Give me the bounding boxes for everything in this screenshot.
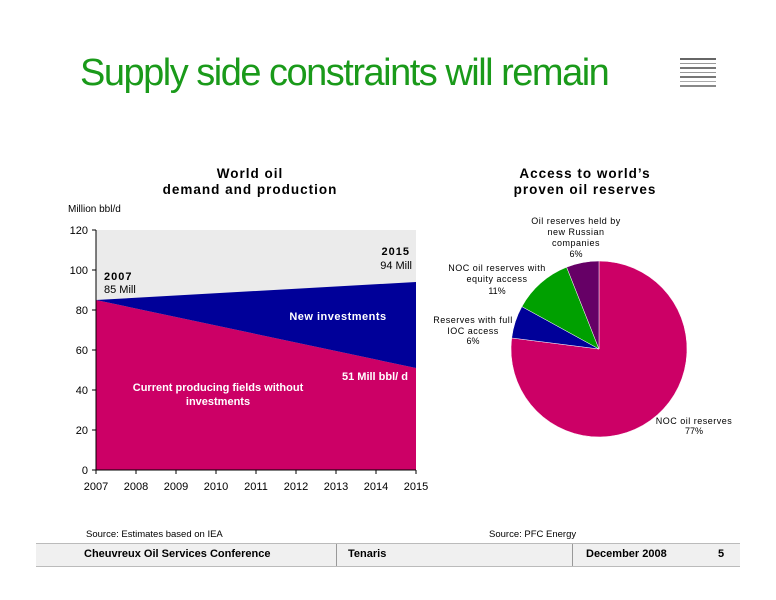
x-tick-label: 2011	[244, 481, 268, 493]
pie-label-0: NOC oil reserves	[656, 416, 733, 426]
new-investments-label: New investments	[289, 311, 386, 323]
x-tick-label: 2009	[164, 481, 188, 493]
x-tick-label: 2008	[124, 481, 148, 493]
footer-divider	[572, 544, 573, 566]
footer-divider	[336, 544, 337, 566]
y-tick-label: 100	[70, 265, 88, 277]
area-chart-title-line1: World oil	[216, 166, 284, 181]
x-tick-label: 2007	[84, 481, 108, 493]
x-tick-label: 2015	[404, 481, 428, 493]
pie-pct-label-0: 77%	[685, 426, 703, 436]
x-tick-label: 2010	[204, 481, 228, 493]
pie-label-line: new Russian	[547, 227, 604, 237]
start-year-label: 2007	[104, 271, 132, 283]
pie-label-line: Reserves with full	[433, 315, 513, 325]
y-tick-label: 60	[76, 345, 88, 357]
pie-label-line: NOC oil reserves	[656, 416, 733, 426]
y-tick-label: 40	[76, 385, 88, 397]
end-production-label: 51 Mill bbl/ d	[342, 371, 408, 383]
area-chart-title-line2: demand and production	[162, 182, 338, 197]
footer-company: Tenaris	[348, 548, 387, 560]
current-fields-label: Current producing fields without investme…	[133, 382, 304, 408]
y-tick-label: 20	[76, 425, 88, 437]
pie-label-line: NOC oil reserves with	[448, 263, 546, 273]
start-value-label: 85 Mill	[104, 284, 136, 296]
area-new-investments	[96, 282, 416, 368]
current-fields-label-line1: Current producing fields without	[133, 382, 304, 394]
pie-chart-title-line2: proven oil reserves	[513, 182, 657, 197]
x-tick-label: 2013	[324, 481, 348, 493]
y-tick-label: 0	[82, 465, 88, 477]
footer-bar: Cheuvreux Oil Services Conference Tenari…	[36, 543, 740, 567]
pie-label-2: NOC oil reserves with equity access	[448, 263, 546, 284]
pie-label-line: Oil reserves held by	[531, 216, 621, 226]
area-chart-ylabel: Million bbl/d	[68, 204, 121, 215]
logo-icon	[680, 58, 716, 87]
slide-title: Supply side constraints will remain	[80, 52, 610, 94]
pie-label-3: Oil reserves held by new Russian companies	[531, 216, 621, 248]
pie-pct-label-2: 11%	[488, 286, 505, 296]
area-chart: 0 20 40 60 80 100 120 2007 2008 2009 2010 2011 2012 2…	[70, 225, 429, 493]
pie-chart-title: Access to world’s proven oil reserves	[480, 166, 690, 198]
area-current-fields	[96, 300, 416, 470]
source-note-left: Source: Estimates based on IEA	[86, 529, 223, 540]
pie-label-1: Reserves with full IOC access	[433, 315, 513, 336]
x-tick-label: 2012	[284, 481, 308, 493]
footer-date: December 2008	[586, 548, 667, 560]
pie-pct-label-3: 6%	[569, 249, 582, 259]
y-tick-label: 120	[70, 225, 88, 237]
pie-chart-title-line1: Access to world’s	[519, 166, 651, 181]
pie-label-line: IOC access	[447, 326, 499, 336]
footer-conference: Cheuvreux Oil Services Conference	[84, 548, 271, 560]
source-note-right: Source: PFC Energy	[489, 529, 577, 540]
x-tick-label: 2014	[364, 481, 388, 493]
footer-page: 5	[718, 548, 725, 560]
end-value-label: 94 Mill	[380, 260, 412, 272]
pie-slice-3	[566, 260, 600, 350]
pie-pct-label-1: 6%	[466, 336, 479, 346]
pie-label-line: equity access	[466, 274, 527, 284]
current-fields-label-line2: investments	[186, 396, 250, 408]
y-tick-label: 80	[76, 305, 88, 317]
area-chart-title: World oil demand and production	[120, 166, 380, 198]
pie-label-line: companies	[552, 238, 600, 248]
end-year-label: 2015	[382, 246, 410, 258]
